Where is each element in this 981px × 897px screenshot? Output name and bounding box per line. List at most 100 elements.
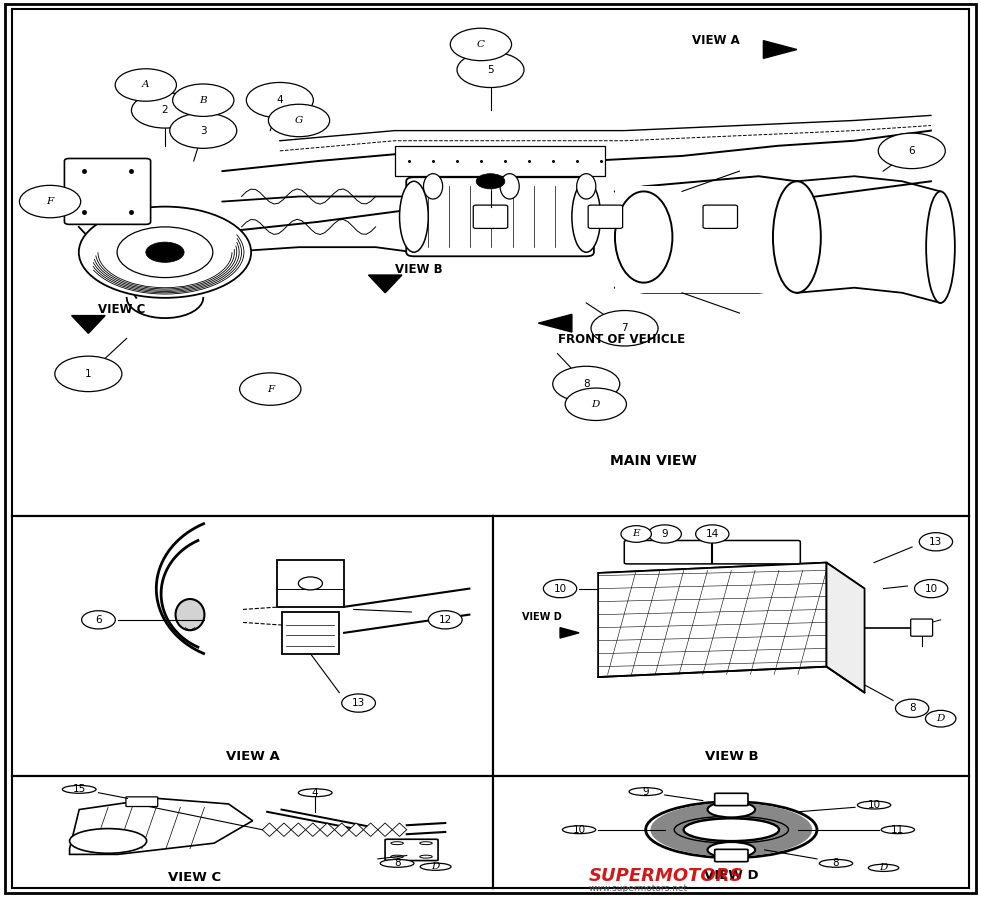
FancyBboxPatch shape (386, 840, 439, 860)
Ellipse shape (926, 191, 955, 303)
Polygon shape (539, 314, 572, 332)
Circle shape (819, 859, 852, 867)
Circle shape (868, 865, 899, 872)
FancyBboxPatch shape (394, 146, 605, 176)
Polygon shape (369, 275, 402, 292)
Text: VIEW D: VIEW D (704, 869, 758, 882)
Polygon shape (363, 823, 378, 836)
Polygon shape (349, 823, 363, 836)
Polygon shape (378, 823, 392, 836)
Circle shape (457, 52, 524, 88)
Circle shape (648, 525, 682, 543)
Text: 8: 8 (583, 379, 590, 389)
Polygon shape (306, 823, 320, 836)
Ellipse shape (615, 191, 672, 283)
Circle shape (896, 699, 929, 718)
Circle shape (381, 859, 414, 867)
Text: E: E (633, 529, 640, 538)
Circle shape (420, 841, 433, 845)
Text: VIEW A: VIEW A (226, 750, 280, 763)
Text: 9: 9 (643, 787, 649, 797)
Text: 9: 9 (661, 529, 668, 539)
Polygon shape (826, 562, 864, 692)
Text: F: F (46, 197, 54, 206)
Polygon shape (291, 823, 306, 836)
Ellipse shape (707, 802, 755, 817)
Circle shape (674, 816, 789, 843)
Circle shape (239, 373, 301, 405)
Text: B: B (199, 96, 207, 105)
Circle shape (591, 310, 658, 346)
Ellipse shape (650, 803, 812, 857)
Circle shape (420, 863, 451, 870)
Circle shape (131, 92, 198, 128)
Text: G: G (295, 116, 303, 125)
Ellipse shape (577, 174, 595, 199)
Ellipse shape (424, 174, 442, 199)
Text: A: A (142, 81, 149, 90)
Text: VIEW C: VIEW C (169, 871, 222, 884)
Circle shape (696, 525, 729, 543)
Polygon shape (320, 823, 335, 836)
Circle shape (298, 788, 333, 797)
Text: D: D (879, 863, 888, 873)
Text: 2: 2 (162, 105, 169, 116)
FancyBboxPatch shape (910, 619, 933, 636)
Text: 4: 4 (277, 95, 284, 105)
Circle shape (246, 83, 313, 118)
Circle shape (115, 69, 177, 101)
Circle shape (878, 133, 946, 169)
Text: 3: 3 (200, 126, 207, 135)
Ellipse shape (645, 802, 817, 858)
Circle shape (298, 577, 323, 590)
FancyBboxPatch shape (126, 797, 158, 806)
Circle shape (684, 818, 779, 841)
Text: 11: 11 (891, 824, 904, 835)
Text: 14: 14 (705, 529, 719, 539)
Ellipse shape (399, 181, 429, 252)
Circle shape (552, 366, 620, 402)
Ellipse shape (572, 181, 600, 252)
Text: 8: 8 (393, 858, 400, 868)
Text: 6: 6 (95, 614, 102, 625)
Circle shape (390, 841, 403, 845)
Circle shape (170, 113, 236, 148)
FancyBboxPatch shape (589, 205, 623, 229)
FancyBboxPatch shape (715, 793, 748, 806)
Circle shape (543, 579, 577, 597)
Circle shape (420, 855, 433, 858)
FancyBboxPatch shape (473, 205, 508, 229)
FancyBboxPatch shape (282, 612, 339, 654)
Circle shape (341, 694, 376, 712)
Polygon shape (392, 823, 407, 836)
Circle shape (429, 611, 462, 629)
Circle shape (173, 84, 233, 117)
Circle shape (914, 579, 948, 597)
Text: C: C (477, 40, 485, 49)
Text: 13: 13 (352, 698, 365, 708)
Circle shape (450, 28, 511, 61)
Ellipse shape (176, 599, 204, 631)
Text: 13: 13 (929, 536, 943, 547)
Text: SUPERMOTORS: SUPERMOTORS (589, 867, 743, 884)
Circle shape (20, 186, 80, 218)
Text: 8: 8 (833, 858, 840, 868)
Text: VIEW A: VIEW A (692, 34, 740, 48)
Text: VIEW C: VIEW C (98, 303, 145, 316)
Text: D: D (592, 400, 600, 409)
Text: 4: 4 (312, 788, 319, 797)
Text: 5: 5 (488, 65, 493, 74)
Circle shape (919, 533, 953, 551)
FancyBboxPatch shape (406, 178, 594, 257)
Circle shape (629, 788, 662, 796)
FancyBboxPatch shape (65, 159, 151, 224)
Text: 15: 15 (73, 784, 85, 795)
Polygon shape (262, 823, 277, 836)
Text: VIEW B: VIEW B (394, 263, 442, 275)
Circle shape (476, 174, 505, 189)
Circle shape (684, 818, 779, 841)
Polygon shape (277, 823, 291, 836)
Circle shape (78, 206, 251, 298)
Ellipse shape (707, 842, 755, 858)
Polygon shape (598, 562, 864, 599)
